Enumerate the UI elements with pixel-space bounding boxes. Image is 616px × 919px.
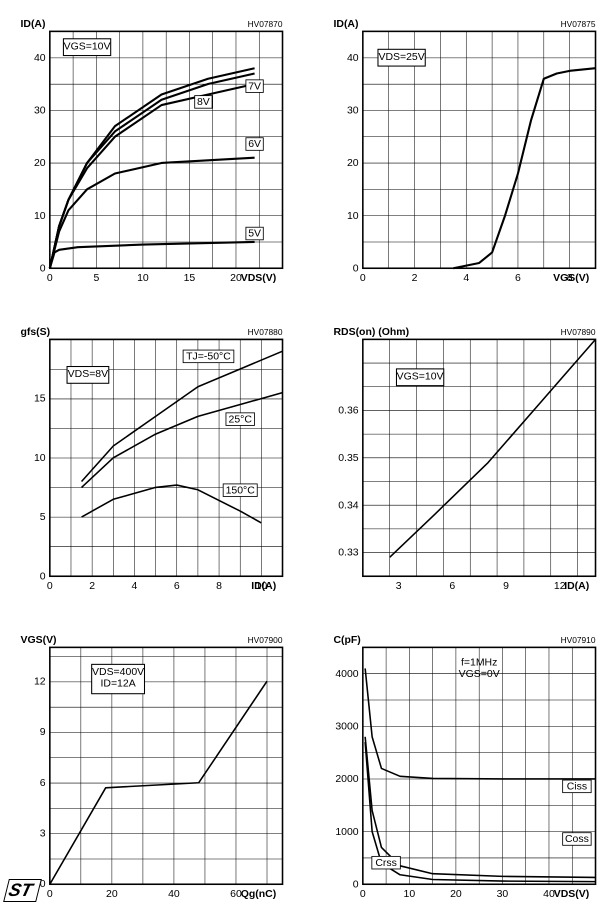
svg-text:5: 5 (93, 273, 99, 284)
svg-text:2: 2 (89, 581, 95, 592)
svg-text:VGS=0V: VGS=0V (459, 669, 500, 680)
svg-text:TJ=-50°C: TJ=-50°C (186, 352, 231, 363)
svg-text:9: 9 (40, 727, 46, 738)
svg-text:3000: 3000 (335, 721, 358, 732)
svg-text:3: 3 (396, 581, 402, 592)
svg-text:0.35: 0.35 (338, 453, 359, 464)
svg-text:Qg(nC): Qg(nC) (241, 889, 276, 900)
svg-text:0: 0 (47, 273, 53, 284)
svg-text:10: 10 (34, 453, 46, 464)
svg-text:12: 12 (34, 676, 46, 687)
svg-text:15: 15 (184, 273, 196, 284)
svg-text:0: 0 (353, 879, 359, 890)
svg-text:10: 10 (404, 889, 416, 900)
svg-text:VDS=8V: VDS=8V (68, 369, 108, 380)
svg-text:6: 6 (174, 581, 180, 592)
svg-text:VGS(V): VGS(V) (553, 273, 589, 284)
svg-text:150°C: 150°C (226, 485, 256, 496)
chart-4: 0204060036912VGS(V)Qg(nC)HV07900VDS=400V… (10, 626, 293, 914)
svg-text:HV07910: HV07910 (561, 635, 596, 645)
svg-text:30: 30 (347, 105, 359, 116)
svg-text:Crss: Crss (375, 858, 397, 869)
st-logo: ST (3, 879, 42, 902)
svg-text:3: 3 (40, 829, 46, 840)
svg-text:2000: 2000 (335, 774, 358, 785)
svg-text:20: 20 (34, 158, 46, 169)
svg-text:VGS=10V: VGS=10V (397, 371, 444, 382)
svg-text:20: 20 (106, 889, 118, 900)
svg-text:20: 20 (347, 158, 359, 169)
svg-text:5: 5 (40, 512, 46, 523)
svg-text:HV07875: HV07875 (561, 19, 596, 29)
chart-1: 02468010203040ID(A)VGS(V)HV07875VDS=25V (323, 10, 606, 298)
svg-text:VDS(V): VDS(V) (241, 273, 276, 284)
svg-text:6: 6 (515, 273, 521, 284)
svg-text:gfs(S): gfs(S) (20, 327, 50, 338)
svg-text:25°C: 25°C (229, 414, 253, 425)
svg-text:9: 9 (503, 581, 509, 592)
chart-2: 0246810051015gfs(S)ID(A)HV07880VDS=8VTJ=… (10, 318, 293, 606)
svg-text:Coss: Coss (565, 834, 589, 845)
svg-text:HV07880: HV07880 (248, 327, 283, 337)
svg-text:Ciss: Ciss (567, 781, 587, 792)
svg-text:5V: 5V (248, 229, 261, 240)
svg-text:0: 0 (40, 571, 46, 582)
svg-text:HV07890: HV07890 (561, 327, 596, 337)
svg-text:VGS=10V: VGS=10V (64, 41, 111, 52)
svg-text:0.33: 0.33 (338, 548, 359, 559)
svg-text:40: 40 (34, 53, 46, 64)
svg-text:ID(A): ID(A) (20, 19, 45, 30)
svg-text:4: 4 (132, 581, 138, 592)
svg-text:10: 10 (347, 211, 359, 222)
svg-text:30: 30 (497, 889, 509, 900)
svg-text:HV07900: HV07900 (248, 635, 283, 645)
svg-text:ID(A): ID(A) (333, 19, 358, 30)
svg-text:f=1MHz: f=1MHz (461, 657, 497, 668)
svg-text:40: 40 (168, 889, 180, 900)
svg-text:8V: 8V (197, 97, 210, 108)
svg-text:6: 6 (449, 581, 455, 592)
svg-text:0: 0 (360, 273, 366, 284)
svg-text:6: 6 (40, 778, 46, 789)
svg-text:15: 15 (34, 394, 46, 405)
svg-text:1000: 1000 (335, 827, 358, 838)
svg-text:0: 0 (47, 581, 53, 592)
svg-text:ID(A): ID(A) (251, 581, 276, 592)
svg-text:HV07870: HV07870 (248, 19, 283, 29)
svg-text:10: 10 (34, 211, 46, 222)
chart-5: 01020304001000200030004000C(pF)VDS(V)HV0… (323, 626, 606, 914)
chart-3: 369120.330.340.350.36RDS(on) (Ohm)ID(A)H… (323, 318, 606, 606)
svg-text:0: 0 (47, 889, 53, 900)
svg-text:C(pF): C(pF) (333, 635, 360, 646)
svg-text:0: 0 (353, 263, 359, 274)
svg-text:0: 0 (40, 263, 46, 274)
svg-text:6V: 6V (248, 139, 261, 150)
svg-text:4000: 4000 (335, 669, 358, 680)
chart-0: 05101520010203040ID(A)VDS(V)HV07870VGS=1… (10, 10, 293, 298)
svg-text:RDS(on) (Ohm): RDS(on) (Ohm) (333, 327, 409, 338)
svg-text:VDS(V): VDS(V) (554, 889, 589, 900)
svg-text:ID(A): ID(A) (564, 581, 589, 592)
svg-text:0.36: 0.36 (338, 406, 359, 417)
svg-text:VGS(V): VGS(V) (20, 635, 56, 646)
svg-text:4: 4 (463, 273, 469, 284)
svg-text:30: 30 (34, 105, 46, 116)
svg-text:10: 10 (137, 273, 149, 284)
svg-text:ID=12A: ID=12A (100, 678, 135, 689)
svg-text:0: 0 (360, 889, 366, 900)
svg-text:8: 8 (216, 581, 222, 592)
svg-text:20: 20 (450, 889, 462, 900)
svg-text:2: 2 (412, 273, 418, 284)
svg-text:7V: 7V (248, 81, 261, 92)
svg-text:VDS=25V: VDS=25V (378, 52, 424, 63)
svg-text:VDS=400V: VDS=400V (92, 667, 144, 678)
chart-grid: 05101520010203040ID(A)VDS(V)HV07870VGS=1… (10, 10, 606, 860)
svg-text:0.34: 0.34 (338, 500, 359, 511)
svg-text:40: 40 (347, 53, 359, 64)
